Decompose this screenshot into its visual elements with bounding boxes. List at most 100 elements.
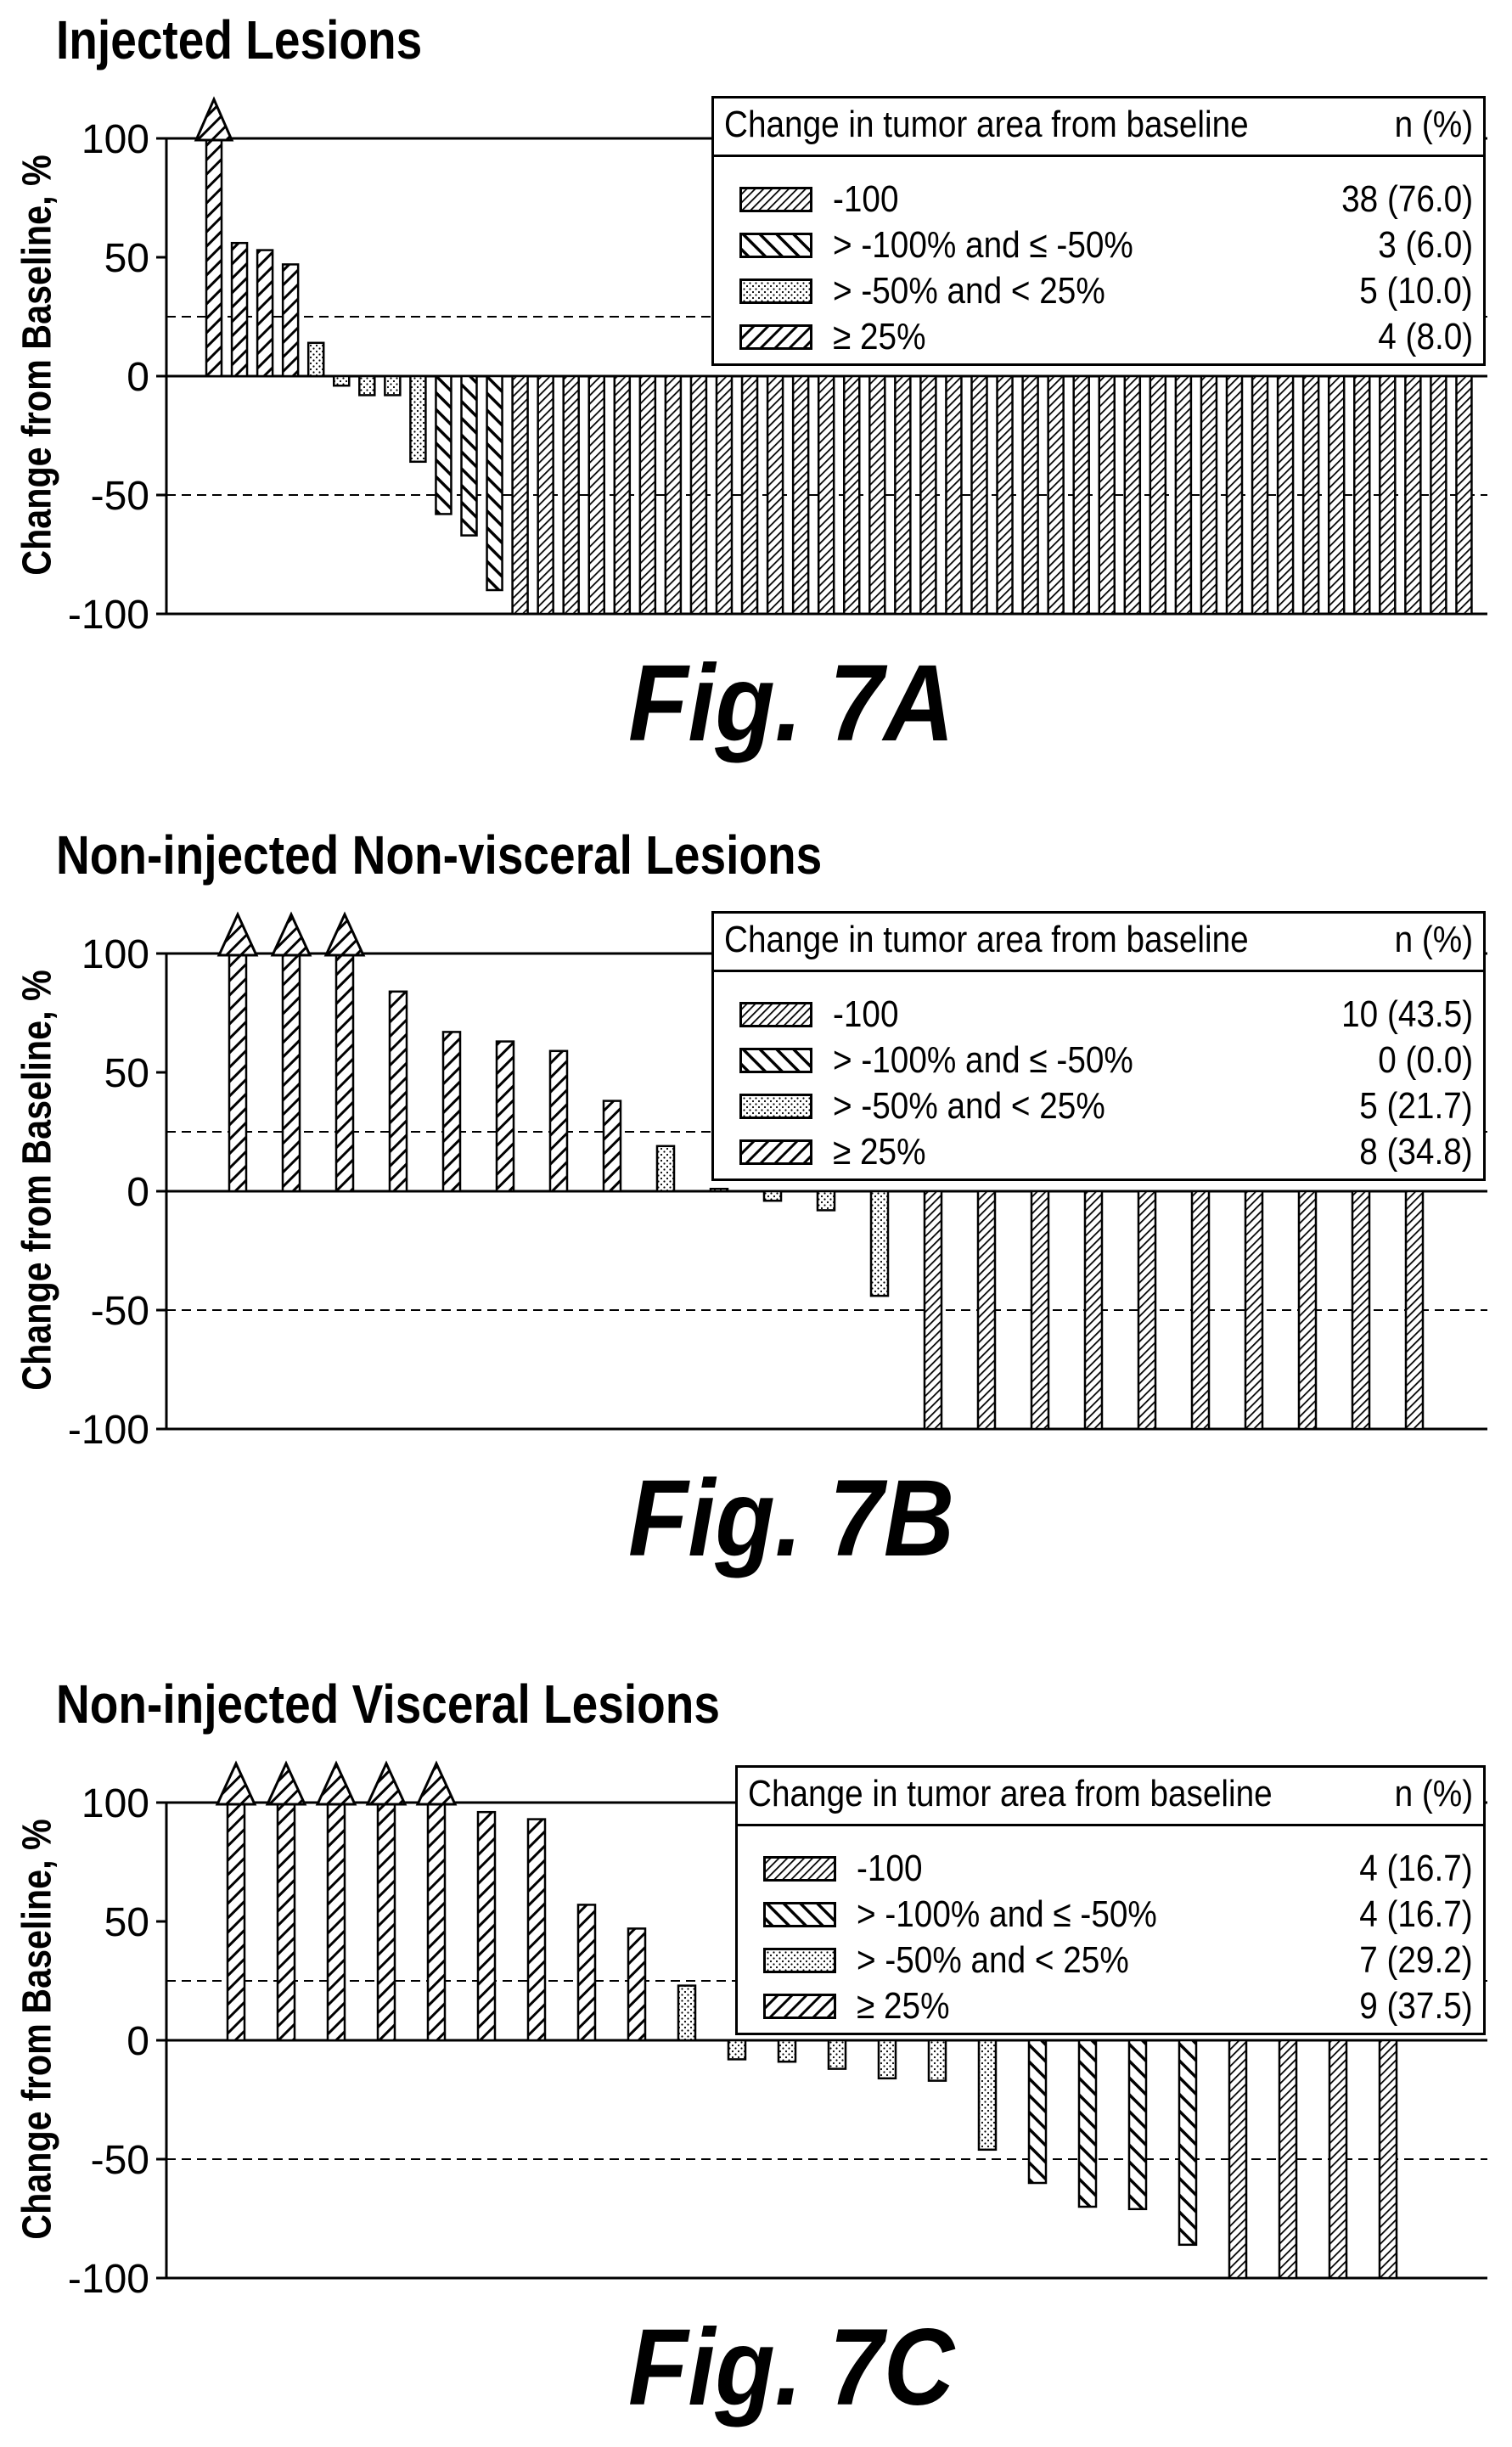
bar bbox=[627, 1927, 647, 2042]
legend-count: 4 (16.7) bbox=[1359, 1848, 1473, 1889]
bar bbox=[226, 1801, 246, 2042]
legend-count: 9 (37.5) bbox=[1359, 1985, 1473, 2027]
legend-swatch-dots bbox=[763, 1948, 836, 1973]
bar bbox=[1077, 2039, 1098, 2208]
chart-title: Injected Lesions bbox=[56, 9, 423, 70]
legend-label: > -50% and < 25% bbox=[833, 270, 1105, 312]
overflow-arrow bbox=[216, 911, 259, 957]
bar bbox=[1098, 374, 1116, 616]
bar bbox=[1297, 1190, 1318, 1431]
legend-label: > -100% and ≤ -50% bbox=[833, 224, 1133, 266]
bar bbox=[740, 374, 759, 616]
legend-title: Change in tumor area from baseline bbox=[748, 1773, 1273, 1814]
legend-title: Change in tumor area from baseline bbox=[724, 104, 1249, 145]
bar bbox=[1328, 2039, 1348, 2280]
bar bbox=[1190, 1190, 1211, 1431]
y-tick-label: -100 bbox=[68, 1408, 149, 1452]
bar bbox=[919, 374, 937, 616]
y-tick-label: -100 bbox=[68, 2257, 149, 2301]
bar bbox=[1127, 2039, 1148, 2211]
bar bbox=[526, 1818, 547, 2042]
legend: Change in tumor area from baseline n (%)… bbox=[735, 1765, 1486, 2035]
legend-count-header: n (%) bbox=[1394, 1773, 1473, 1814]
legend-swatch-forward-hatch bbox=[763, 1994, 836, 2019]
legend-label: -100 bbox=[857, 1848, 923, 1889]
bar bbox=[230, 241, 249, 378]
legend-entry: > -100% and ≤ -50% 0 (0.0) bbox=[714, 1038, 1483, 1083]
bar bbox=[1047, 374, 1065, 616]
legend-count: 38 (76.0) bbox=[1341, 178, 1473, 220]
bar bbox=[762, 1190, 783, 1202]
bar bbox=[816, 1190, 836, 1212]
bar bbox=[1455, 374, 1473, 616]
bar bbox=[1430, 374, 1447, 616]
bar bbox=[1021, 374, 1039, 616]
bar bbox=[1378, 2039, 1398, 2280]
bar bbox=[460, 374, 478, 537]
legend-count: 3 (6.0) bbox=[1378, 224, 1473, 266]
y-tick-label: -50 bbox=[91, 2138, 149, 2183]
bar bbox=[384, 374, 402, 397]
legend-label: > -50% and < 25% bbox=[857, 1939, 1129, 1981]
bar bbox=[281, 263, 300, 378]
bar bbox=[602, 1100, 622, 1193]
bar bbox=[1351, 1190, 1371, 1431]
bar bbox=[868, 374, 886, 616]
bar bbox=[1228, 2039, 1248, 2280]
legend-swatch-back-hatch bbox=[739, 233, 812, 258]
bar bbox=[655, 1145, 676, 1193]
bar bbox=[1137, 1190, 1157, 1431]
bar bbox=[664, 374, 683, 616]
legend-entry: > -100% and ≤ -50% 4 (16.7) bbox=[738, 1892, 1483, 1938]
figure-panel-7c: Non-injected Visceral Lesions Change fro… bbox=[0, 1664, 1512, 2447]
legend-entry: ≥ 25% 9 (37.5) bbox=[738, 1983, 1483, 2029]
figure-panel-7a: Injected Lesions Change from Baseline, %… bbox=[0, 0, 1512, 798]
bar bbox=[1244, 1190, 1264, 1431]
bar bbox=[976, 1190, 997, 1431]
bar bbox=[334, 952, 355, 1193]
bar bbox=[1030, 1190, 1050, 1431]
legend-label: > -100% and ≤ -50% bbox=[833, 1039, 1133, 1081]
y-tick-label: -100 bbox=[68, 593, 149, 637]
bar bbox=[1251, 374, 1269, 616]
bar bbox=[677, 1984, 697, 2042]
bar bbox=[537, 374, 554, 616]
legend-label: -100 bbox=[833, 993, 899, 1035]
y-tick-label: 100 bbox=[82, 932, 149, 977]
legend-count: 5 (21.7) bbox=[1359, 1085, 1473, 1127]
bar bbox=[376, 1801, 396, 2042]
legend-count: 4 (8.0) bbox=[1378, 316, 1473, 357]
bar bbox=[358, 374, 376, 397]
bar bbox=[1123, 374, 1142, 616]
y-tick-label: 0 bbox=[126, 2019, 149, 2064]
bar bbox=[256, 249, 274, 378]
bar bbox=[877, 2039, 897, 2080]
legend-title: Change in tumor area from baseline bbox=[724, 919, 1249, 960]
y-tick-label: 100 bbox=[82, 117, 149, 162]
bar bbox=[970, 374, 988, 616]
legend-swatch-dots bbox=[739, 1094, 812, 1119]
legend-label: ≥ 25% bbox=[857, 1985, 950, 2027]
bar bbox=[306, 341, 325, 378]
legend-count-header: n (%) bbox=[1394, 104, 1473, 145]
legend-count: 8 (34.8) bbox=[1359, 1131, 1473, 1173]
y-tick-label: 50 bbox=[104, 1900, 149, 1945]
bar bbox=[228, 952, 248, 1193]
bar bbox=[511, 374, 529, 616]
legend-label: ≥ 25% bbox=[833, 1131, 926, 1173]
legend-entry: > -100% and ≤ -50% 3 (6.0) bbox=[714, 222, 1483, 268]
overflow-arrow bbox=[270, 911, 312, 957]
legend-label: > -50% and < 25% bbox=[833, 1085, 1105, 1127]
bar bbox=[927, 2039, 947, 2082]
bar bbox=[1149, 374, 1167, 616]
bar bbox=[1353, 374, 1371, 616]
bar bbox=[562, 374, 580, 616]
bar-chart: 100 50 0 -50 -100 bbox=[68, 96, 1487, 637]
bar bbox=[281, 952, 301, 1193]
bar bbox=[326, 1801, 346, 2042]
bar bbox=[1278, 2039, 1298, 2280]
bar bbox=[548, 1049, 569, 1193]
bar bbox=[817, 374, 835, 616]
y-tick-label: 50 bbox=[104, 1051, 149, 1096]
bar bbox=[791, 374, 810, 616]
